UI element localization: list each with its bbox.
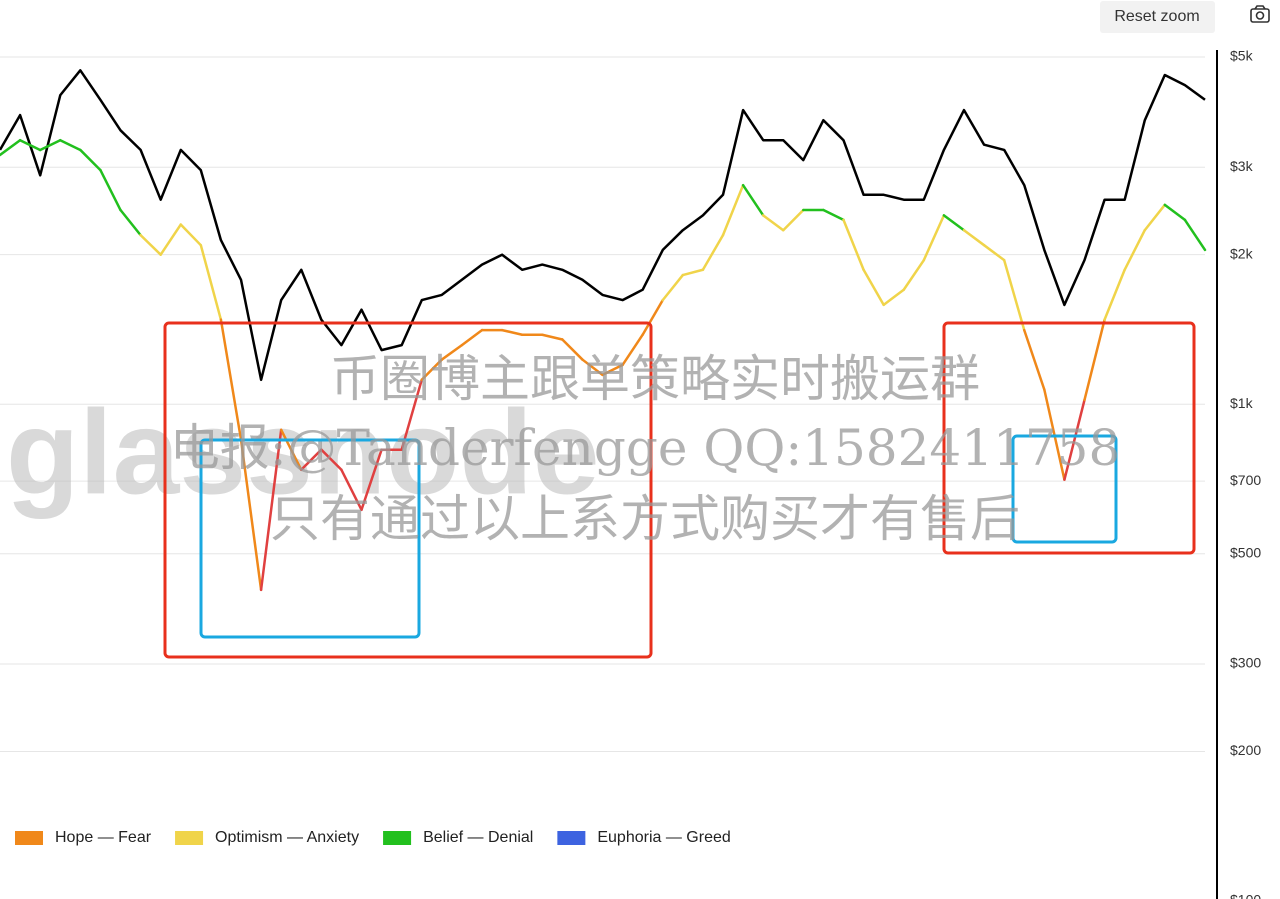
reset-zoom-button[interactable] xyxy=(1100,1,1215,33)
cost-basis-segment xyxy=(0,138,22,157)
cost-basis-segment xyxy=(460,328,484,347)
cost-basis-segment xyxy=(159,223,182,256)
cost-basis-segment xyxy=(882,288,905,307)
highlight-box xyxy=(1011,434,1118,544)
legend-swatch xyxy=(557,831,586,845)
cost-basis-segment xyxy=(18,138,42,152)
watermark: 电报:@Tanderfengge QQ:1582411758 xyxy=(170,419,1121,477)
legend-label: Hope — Fear xyxy=(55,829,152,846)
cost-basis-segment xyxy=(621,333,644,367)
cost-basis-segment xyxy=(761,214,785,232)
cost-basis-segment xyxy=(681,268,705,277)
cost-basis-segment xyxy=(1143,203,1167,232)
cost-basis-segment xyxy=(721,183,745,237)
cost-basis-segment xyxy=(541,333,564,341)
cost-basis-segment xyxy=(782,208,805,232)
cost-basis-segment xyxy=(581,358,604,377)
cost-basis-segment xyxy=(561,338,584,361)
legend-swatch xyxy=(383,831,412,845)
cost-basis-segment xyxy=(1063,398,1086,481)
y-tick-label: $100 xyxy=(1230,892,1261,899)
legend-swatch xyxy=(175,831,204,845)
highlight-box xyxy=(163,321,653,659)
legend: Hope — Fear Optimism — Anxiety Belief — De… xyxy=(15,829,731,846)
cost-basis-segment xyxy=(922,214,946,262)
cost-basis-segment xyxy=(279,428,303,472)
cost-basis-segment xyxy=(219,318,243,441)
cost-basis-segment xyxy=(641,298,664,336)
cost-basis-segment xyxy=(1183,218,1207,252)
cost-basis-segment xyxy=(601,363,624,377)
cost-basis-segment xyxy=(99,168,122,212)
cost-basis-segment xyxy=(59,138,82,152)
cost-basis-segment xyxy=(982,243,1006,262)
y-tick-label: $500 xyxy=(1230,544,1261,560)
camera-icon[interactable] xyxy=(1250,5,1270,23)
cost-basis-segment xyxy=(400,378,423,451)
cost-basis-segment xyxy=(741,183,765,217)
cost-basis-segment xyxy=(862,268,885,307)
y-tick-label: $3k xyxy=(1230,158,1254,174)
cost-basis-segment xyxy=(1083,318,1106,402)
y-tick-label: $1k xyxy=(1230,395,1254,411)
watermark: 只有通过以上系方式购买才有售后 xyxy=(270,490,1020,548)
y-tick-label: $700 xyxy=(1230,472,1261,488)
price-line xyxy=(0,69,1206,382)
y-tick-label: $5k xyxy=(1230,48,1254,64)
reset-zoom-label[interactable]: Reset zoom xyxy=(1114,8,1199,25)
cost-basis-segment xyxy=(119,208,142,237)
legend-swatch xyxy=(15,831,43,845)
y-tick-label: $300 xyxy=(1230,655,1261,671)
cost-basis-segment xyxy=(440,343,464,361)
cost-basis-segment xyxy=(199,243,223,321)
cost-basis-segment xyxy=(179,223,203,247)
cost-basis-segment xyxy=(1002,258,1026,332)
cost-basis-segment xyxy=(139,233,162,256)
cost-basis-segment xyxy=(300,448,323,472)
cost-basis-segment xyxy=(902,258,926,291)
cost-basis-segment xyxy=(1103,268,1126,321)
watermark: glassnode xyxy=(6,386,600,520)
y-tick-label: $2k xyxy=(1230,245,1254,261)
cost-basis-segment xyxy=(340,468,363,512)
cost-basis-segment xyxy=(38,138,62,152)
lines xyxy=(0,69,1207,592)
cost-basis-segment xyxy=(842,218,865,272)
legend-label: Belief — Denial xyxy=(423,829,533,846)
cost-basis-segment xyxy=(239,438,263,592)
cost-basis-segment xyxy=(1163,203,1187,222)
cost-basis-segment xyxy=(1023,328,1046,391)
cost-basis-segment xyxy=(1123,228,1146,272)
highlight-box xyxy=(199,438,421,639)
cost-basis-segment xyxy=(420,358,444,382)
cost-basis-segment xyxy=(701,233,725,272)
legend-label: Euphoria — Greed xyxy=(597,829,730,846)
cost-basis-segment xyxy=(962,228,986,247)
cost-basis-segment xyxy=(822,208,845,222)
cost-basis-segment xyxy=(942,214,966,232)
highlight-box xyxy=(942,321,1196,555)
cost-basis-segment xyxy=(500,328,524,336)
cost-basis-segment xyxy=(661,273,685,302)
cost-basis-segment xyxy=(360,448,383,512)
cost-basis-segment xyxy=(259,428,283,592)
cost-basis-segment xyxy=(320,448,343,472)
legend-label: Optimism — Anxiety xyxy=(215,829,359,846)
y-tick-label: $200 xyxy=(1230,742,1261,758)
cost-basis-segment xyxy=(79,148,102,172)
watermark: 币圈博主跟单策略实时搬运群 xyxy=(330,350,980,408)
